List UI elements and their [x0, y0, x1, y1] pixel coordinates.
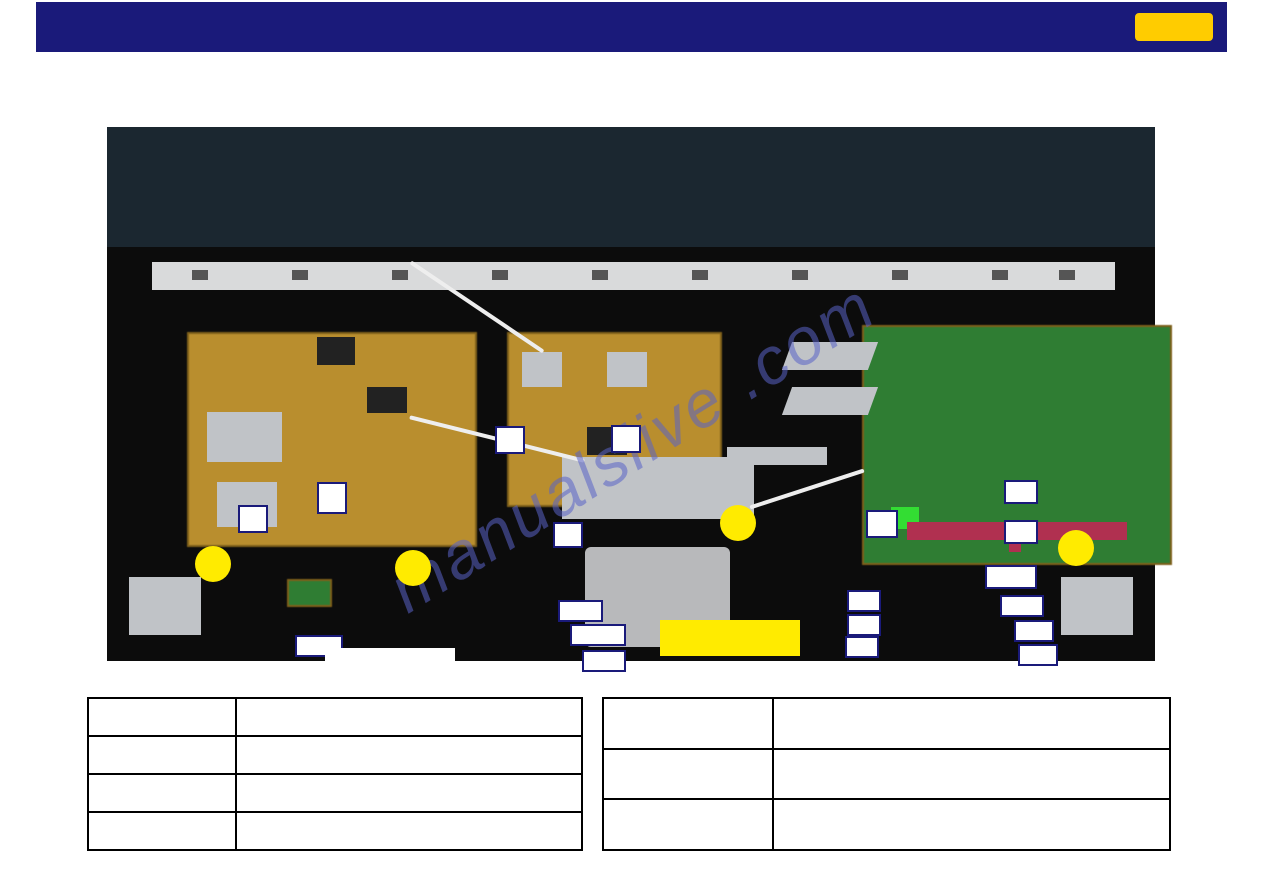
marker-dot	[195, 546, 231, 582]
table-row	[88, 812, 582, 850]
callout-label	[1018, 644, 1058, 666]
table-row	[88, 774, 582, 812]
callout-label	[847, 614, 881, 636]
legend-cell	[236, 812, 582, 850]
marker-dot	[720, 505, 756, 541]
header-page-chip	[1133, 11, 1215, 43]
legend-table-right	[602, 697, 1171, 851]
legend-header-cell	[88, 698, 236, 736]
page-root: manualslive .com	[0, 0, 1263, 893]
highlight-white-wide	[325, 648, 455, 672]
callout-label	[317, 482, 347, 514]
callout-label	[495, 426, 525, 454]
header-bar	[36, 2, 1227, 52]
aux-board	[287, 579, 332, 607]
callout-label	[238, 505, 268, 533]
legend-cell	[88, 812, 236, 850]
callout-label	[570, 624, 626, 646]
table-row	[88, 736, 582, 774]
callout-label	[558, 600, 603, 622]
mounting-rail	[152, 262, 1115, 290]
callout-label	[847, 590, 881, 612]
callout-label	[1004, 520, 1038, 544]
legend-header-cell	[236, 698, 582, 736]
legend-header-cell	[603, 698, 773, 749]
legend-cell	[603, 799, 773, 850]
legend-cell	[603, 749, 773, 800]
legend-cell	[88, 774, 236, 812]
marker-dot	[1058, 530, 1094, 566]
legend-cell	[773, 799, 1170, 850]
callout-label	[1004, 480, 1038, 504]
legend-cell	[773, 749, 1170, 800]
table-row	[603, 749, 1170, 800]
legend-cell	[236, 736, 582, 774]
legend-table-left	[87, 697, 583, 851]
callout-label	[866, 510, 898, 538]
highlight-yellow	[660, 620, 800, 656]
callout-label	[553, 522, 583, 548]
marker-dot	[395, 550, 431, 586]
callout-label	[845, 636, 879, 658]
legend-cell	[236, 774, 582, 812]
callout-label	[985, 565, 1037, 589]
callout-label	[582, 650, 626, 672]
callout-label	[1014, 620, 1054, 642]
legend-cell	[88, 736, 236, 774]
legend-header-cell	[773, 698, 1170, 749]
legend-tables	[87, 697, 1171, 851]
callout-label	[611, 425, 641, 453]
table-row	[603, 799, 1170, 850]
callout-label	[1000, 595, 1044, 617]
